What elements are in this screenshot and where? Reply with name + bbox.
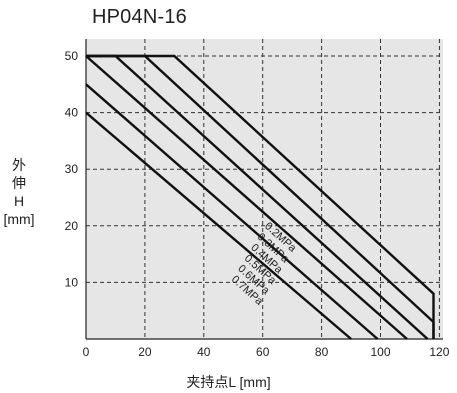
series-line-0.5MPa bbox=[85, 55, 408, 340]
x-tick-label: 60 bbox=[256, 345, 270, 359]
series-line-0.6MPa bbox=[85, 83, 379, 340]
x-tick-label: 20 bbox=[138, 345, 152, 359]
series-line-0.7MPa bbox=[85, 111, 352, 340]
plot-background bbox=[86, 39, 443, 339]
series-line-0.4MPa bbox=[86, 54, 429, 340]
y-axis-label: 外 伸 H [mm] bbox=[3, 157, 35, 227]
y-tick-label: 10 bbox=[65, 275, 79, 289]
y-tick-label: 40 bbox=[65, 106, 79, 120]
y-tick-label: 30 bbox=[65, 162, 79, 176]
x-tick-label: 100 bbox=[370, 345, 390, 359]
chart-title: HP04N-16 bbox=[92, 6, 187, 28]
y-tick-label: 20 bbox=[65, 219, 79, 233]
x-axis-label: 夹持点L [mm] bbox=[186, 374, 271, 390]
y-tick-label: 50 bbox=[65, 49, 79, 63]
x-tick-label: 0 bbox=[83, 345, 90, 359]
x-tick-label: 80 bbox=[315, 345, 329, 359]
x-tick-label: 40 bbox=[197, 345, 211, 359]
x-tick-label: 120 bbox=[429, 345, 449, 359]
